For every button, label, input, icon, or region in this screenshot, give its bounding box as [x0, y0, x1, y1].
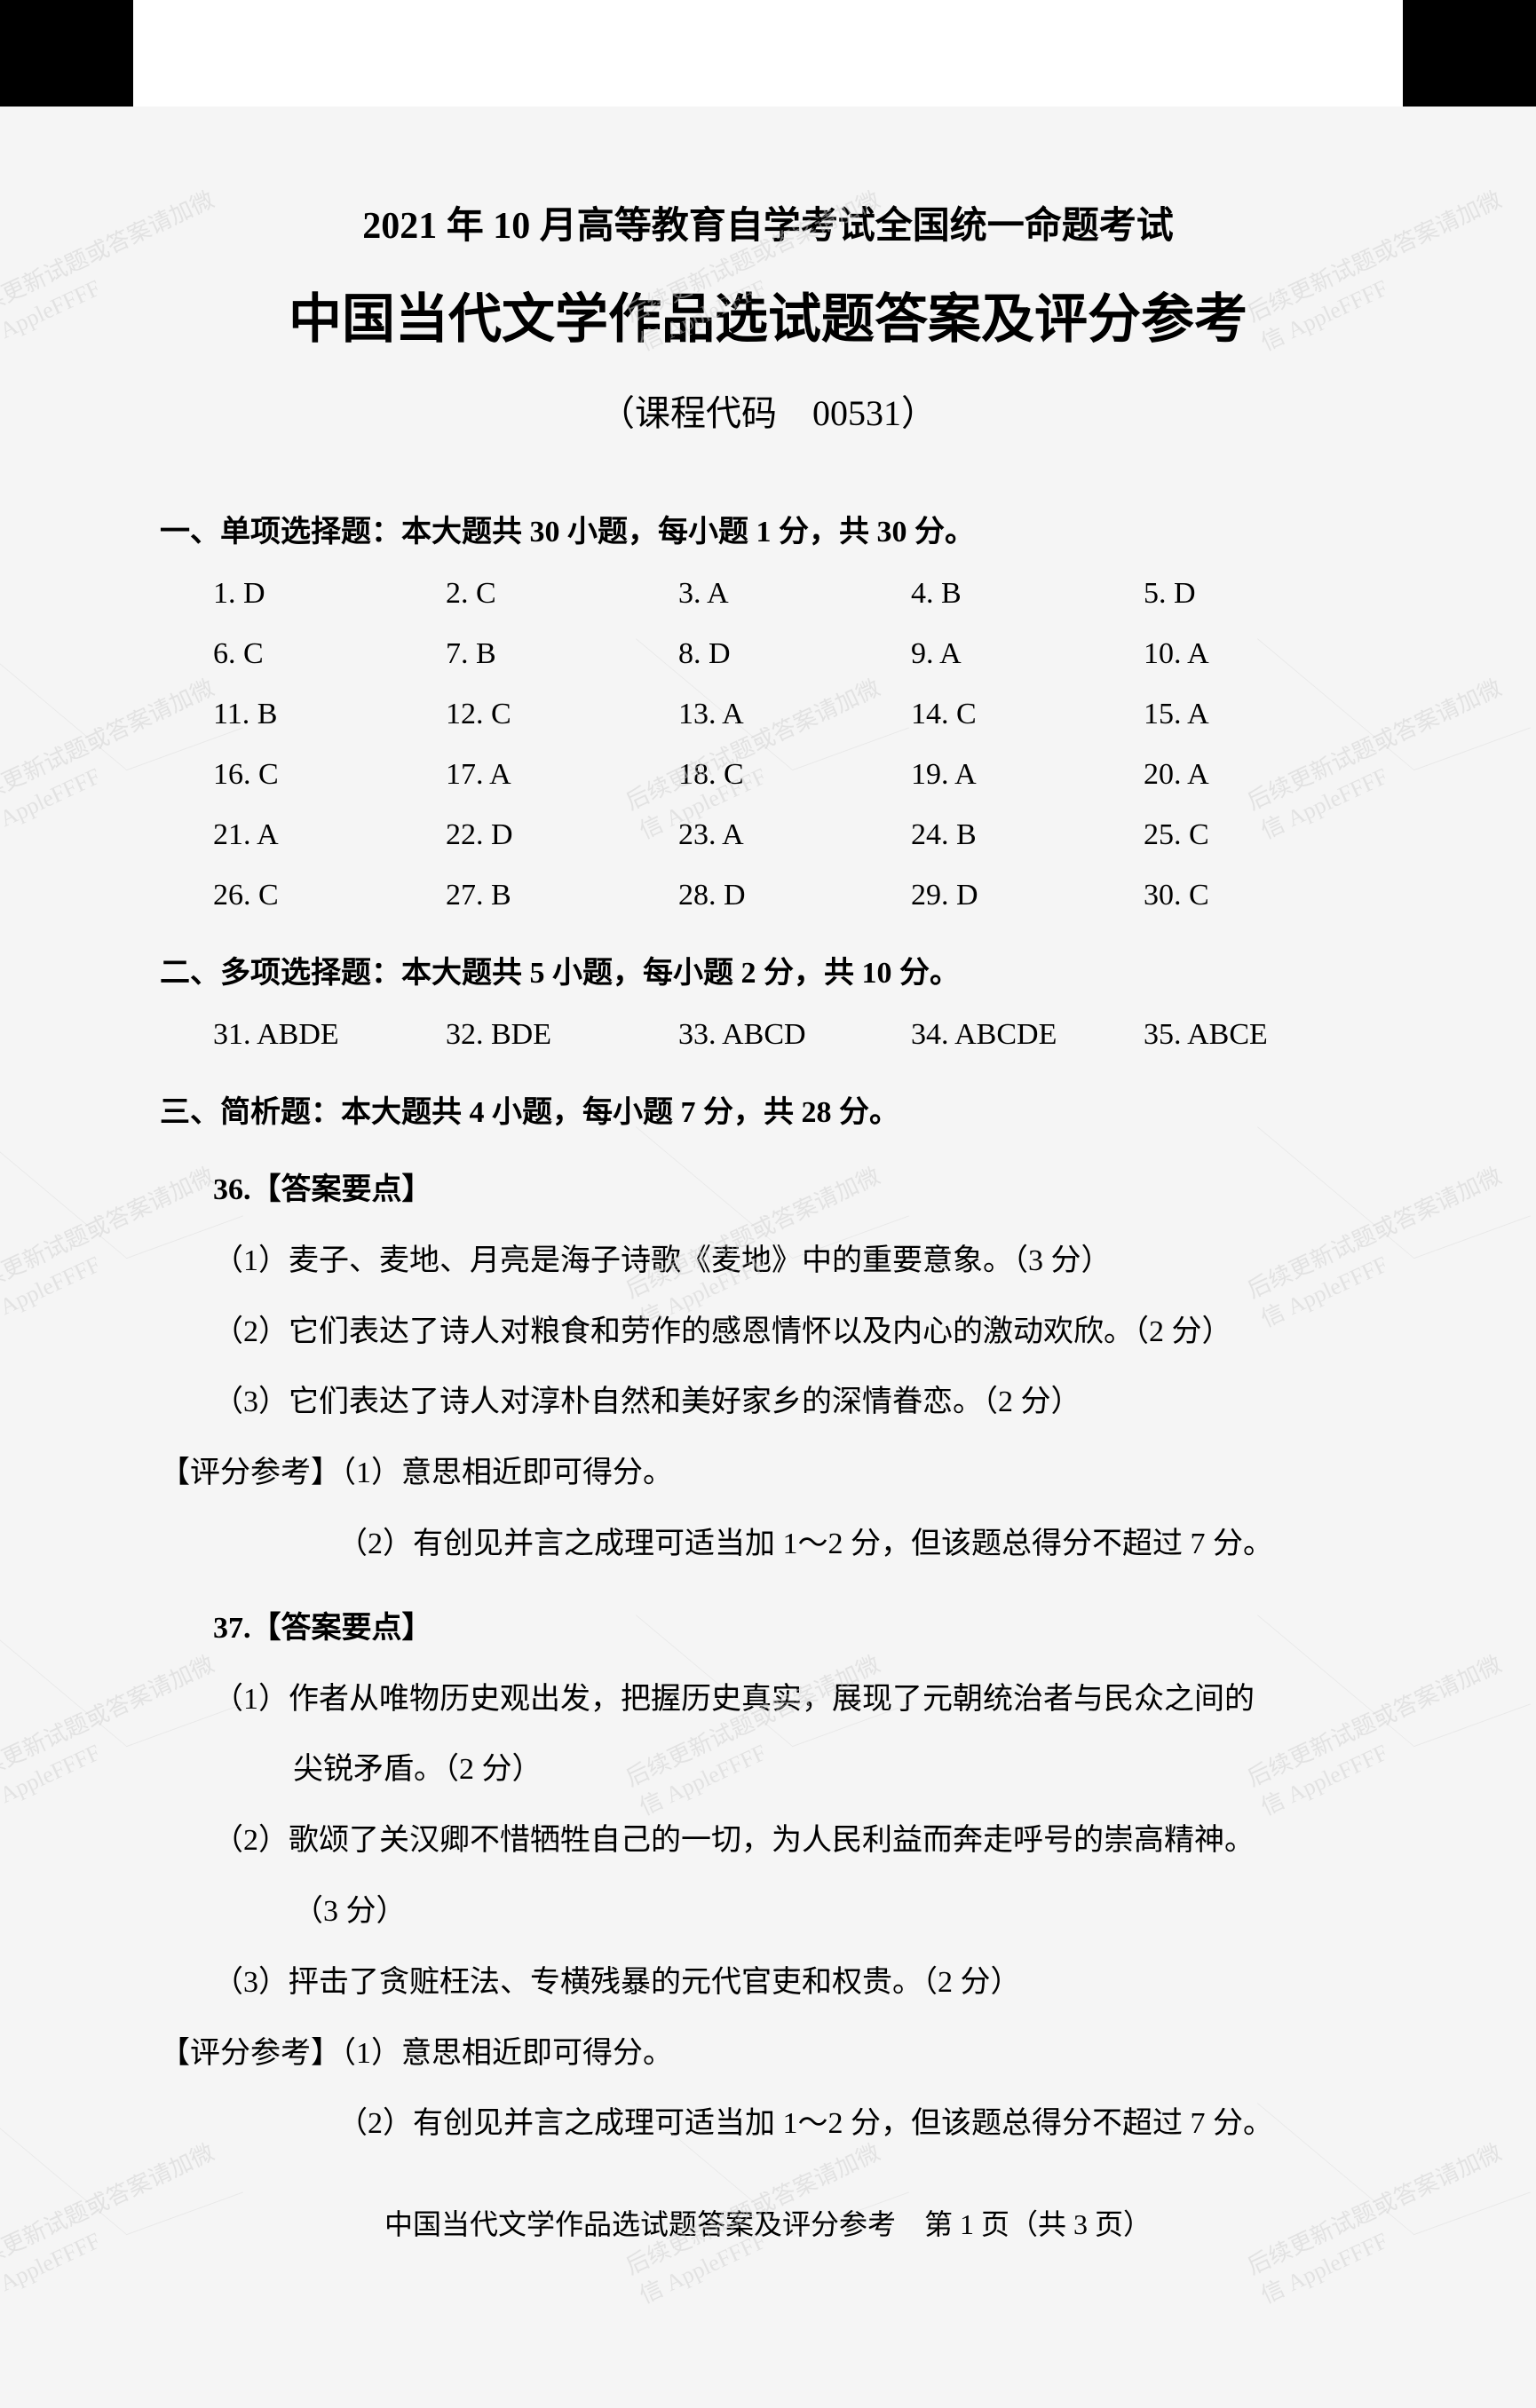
answer-item: 11. B: [213, 698, 446, 731]
section2-title: 二、多项选择题：本大题共 5 小题，每小题 2 分，共 10 分。: [160, 948, 1376, 991]
q36-point3: （3）它们表达了诗人对淳朴自然和美好家乡的深情眷恋。（2 分）: [213, 1370, 1376, 1436]
answer-item: 27. B: [446, 879, 678, 912]
answer-item: 19. A: [911, 758, 1144, 792]
answer-item: 8. D: [678, 637, 911, 671]
q36-point1: （1）麦子、麦地、月亮是海子诗歌《麦地》中的重要意象。（3 分）: [213, 1228, 1376, 1295]
answer-item: 28. D: [678, 879, 911, 912]
answer-item: 17. A: [446, 758, 678, 792]
answer-item: 33. ABCD: [678, 1018, 911, 1052]
q36-block: 36.【答案要点】 （1）麦子、麦地、月亮是海子诗歌《麦地》中的重要意象。（3 …: [160, 1157, 1376, 1578]
q37-ref2: （2）有创见并言之成理可适当加 1～2 分，但该题总得分不超过 7 分。: [160, 2091, 1376, 2158]
answer-item: 34. ABCDE: [911, 1018, 1144, 1052]
answer-item: 31. ABDE: [213, 1018, 446, 1052]
answer-item: 22. D: [446, 818, 678, 852]
answer-item: 29. D: [911, 879, 1144, 912]
answer-item: 14. C: [911, 698, 1144, 731]
q37-block: 37.【答案要点】 （1）作者从唯物历史观出发，把握历史真实，展现了元朝统治者与…: [160, 1596, 1376, 2158]
answer-item: 32. BDE: [446, 1018, 678, 1052]
q36-point2: （2）它们表达了诗人对粮食和劳作的感恩情怀以及内心的激动欢欣。（2 分）: [213, 1299, 1376, 1366]
answer-item: 25. C: [1144, 818, 1376, 852]
answer-item: 13. A: [678, 698, 911, 731]
header-title: 中国当代文学作品选试题答案及评分参考: [160, 276, 1376, 353]
answer-item: 4. B: [911, 577, 1144, 611]
answer-item: 26. C: [213, 879, 446, 912]
q37-point2a: （2）歌颂了关汉卿不惜牺牲自己的一切，为人民利益而奔走呼号的崇高精神。: [213, 1808, 1376, 1875]
top-black-bar: [0, 0, 1536, 107]
q37-ref1: 【评分参考】（1）意思相近即可得分。: [160, 2021, 1376, 2088]
q37-point3: （3）抨击了贪赃枉法、专横残暴的元代官吏和权贵。（2 分）: [213, 1950, 1376, 2017]
q37-point1a: （1）作者从唯物历史观出发，把握历史真实，展现了元朝统治者与民众之间的: [213, 1667, 1376, 1733]
section3-title: 三、简析题：本大题共 4 小题，每小题 7 分，共 28 分。: [160, 1087, 1376, 1131]
answer-item: 15. A: [1144, 698, 1376, 731]
header-subtitle: 2021 年 10 月高等教育自学考试全国统一命题考试: [160, 195, 1376, 249]
q36-label: 36.【答案要点】: [213, 1157, 1376, 1224]
answer-item: 7. B: [446, 637, 678, 671]
answer-item: 2. C: [446, 577, 678, 611]
answer-item: 35. ABCE: [1144, 1018, 1376, 1052]
answer-item: 30. C: [1144, 879, 1376, 912]
answer-item: 24. B: [911, 818, 1144, 852]
top-white-cutout: [133, 0, 1403, 107]
section2-answers: 31. ABDE 32. BDE 33. ABCD 34. ABCDE 35. …: [160, 1018, 1376, 1052]
answer-item: 3. A: [678, 577, 911, 611]
q37-label: 37.【答案要点】: [213, 1596, 1376, 1662]
answer-item: 23. A: [678, 818, 911, 852]
q37-point2b: （3 分）: [213, 1879, 1376, 1946]
section1-title: 一、单项选择题：本大题共 30 小题，每小题 1 分，共 30 分。: [160, 507, 1376, 550]
q37-point1b: 尖锐矛盾。（2 分）: [213, 1737, 1376, 1804]
answer-item: 1. D: [213, 577, 446, 611]
answer-item: 21. A: [213, 818, 446, 852]
answer-item: 16. C: [213, 758, 446, 792]
header-course-code: （课程代码 00531）: [160, 384, 1376, 436]
answer-item: 6. C: [213, 637, 446, 671]
answer-item: 5. D: [1144, 577, 1376, 611]
q36-ref2: （2）有创见并言之成理可适当加 1～2 分，但该题总得分不超过 7 分。: [160, 1512, 1376, 1578]
answer-item: 9. A: [911, 637, 1144, 671]
answer-item: 18. C: [678, 758, 911, 792]
answer-item: 20. A: [1144, 758, 1376, 792]
q36-ref1: 【评分参考】（1）意思相近即可得分。: [160, 1441, 1376, 1507]
document-page: 后续更新试题或答案请加微信 AppleFFFF 后续更新试题或答案请加微信 Ap…: [0, 107, 1536, 2408]
answer-item: 12. C: [446, 698, 678, 731]
page-footer: 中国当代文学作品选试题答案及评分参考 第 1 页（共 3 页）: [160, 2202, 1376, 2243]
section1-answers: 1. D 2. C 3. A 4. B 5. D 6. C 7. B 8. D …: [160, 577, 1376, 912]
answer-item: 10. A: [1144, 637, 1376, 671]
